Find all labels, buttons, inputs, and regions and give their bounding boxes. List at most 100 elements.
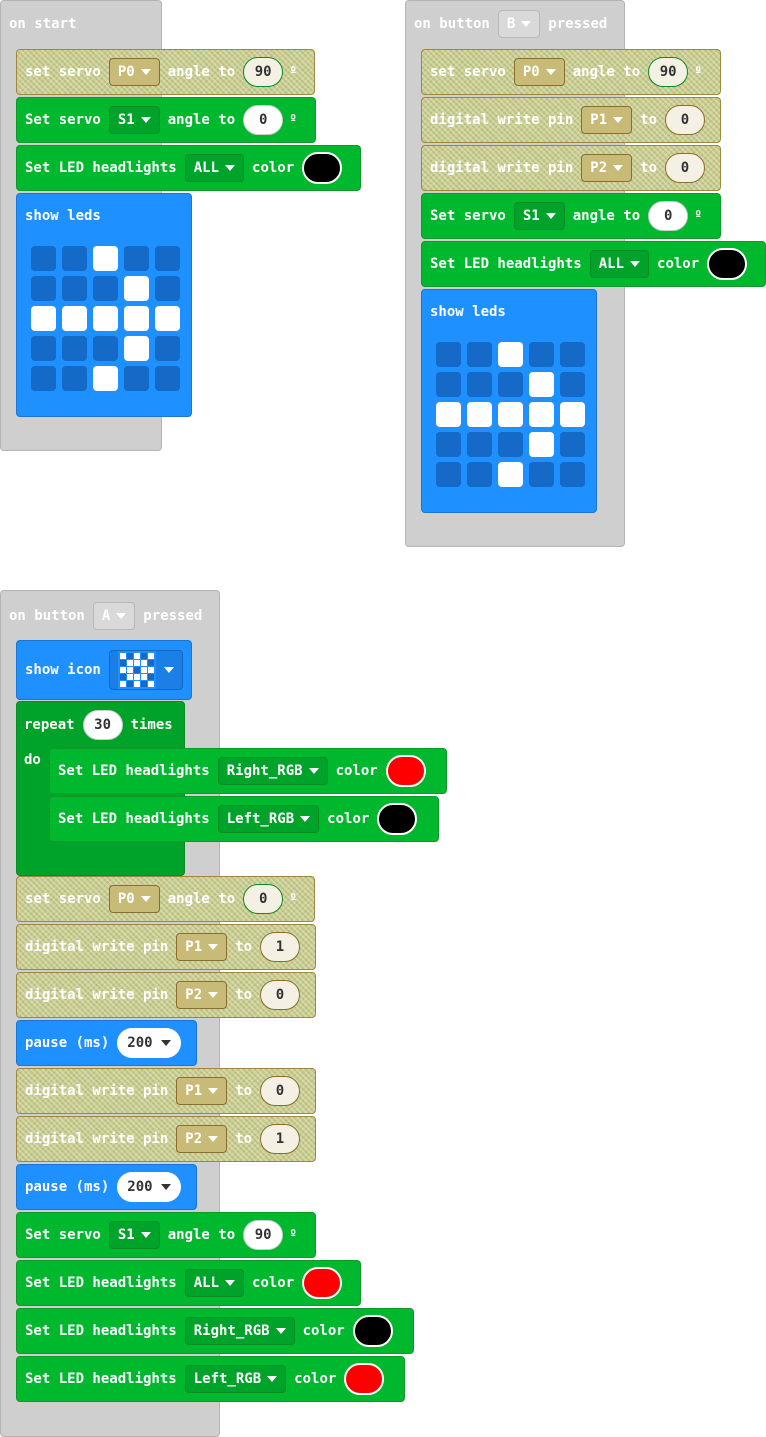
led-off[interactable]: [155, 366, 180, 391]
servo-pin-dropdown[interactable]: S1: [108, 106, 160, 134]
value-input[interactable]: 1: [260, 1124, 301, 1154]
led-off[interactable]: [560, 342, 585, 367]
led-off[interactable]: [467, 462, 492, 487]
set-led-headlights-all-block[interactable]: Set LED headlights ALL color: [16, 1260, 361, 1306]
led-on[interactable]: [93, 366, 118, 391]
led-off[interactable]: [560, 372, 585, 397]
headlight-target-dropdown[interactable]: Left_RGB: [217, 805, 320, 833]
led-off[interactable]: [155, 336, 180, 361]
digital-write-p1-block[interactable]: digital write pin P1 to 0: [421, 97, 721, 143]
led-off[interactable]: [93, 336, 118, 361]
value-input[interactable]: 0: [260, 980, 301, 1010]
led-off[interactable]: [62, 246, 87, 271]
led-on[interactable]: [31, 306, 56, 331]
led-off[interactable]: [498, 432, 523, 457]
color-swatch[interactable]: [377, 803, 418, 835]
led-off[interactable]: [467, 342, 492, 367]
show-leds-block[interactable]: show leds: [421, 289, 597, 513]
led-off[interactable]: [31, 336, 56, 361]
led-off[interactable]: [124, 366, 149, 391]
angle-input[interactable]: 90: [648, 57, 689, 87]
led-on[interactable]: [529, 402, 554, 427]
pin-dropdown[interactable]: P1: [176, 1077, 228, 1105]
button-dropdown[interactable]: B: [497, 10, 541, 38]
value-input[interactable]: 0: [665, 105, 706, 135]
set-led-headlights-right-block[interactable]: Set LED headlights Right_RGB color: [49, 748, 447, 794]
led-off[interactable]: [155, 246, 180, 271]
led-off[interactable]: [155, 276, 180, 301]
value-input[interactable]: 1: [260, 932, 301, 962]
pin-dropdown[interactable]: P1: [176, 933, 228, 961]
set-led-headlights-block[interactable]: Set LED headlights ALL color: [16, 145, 361, 191]
led-off[interactable]: [436, 342, 461, 367]
headlight-target-dropdown[interactable]: ALL: [184, 1269, 245, 1297]
led-off[interactable]: [62, 276, 87, 301]
repeat-count-input[interactable]: 30: [82, 710, 123, 740]
pin-dropdown[interactable]: P2: [581, 154, 633, 182]
show-icon-block[interactable]: show icon: [16, 640, 192, 700]
led-grid[interactable]: [436, 342, 585, 487]
led-on[interactable]: [498, 402, 523, 427]
color-swatch[interactable]: [352, 1315, 393, 1347]
led-on[interactable]: [529, 372, 554, 397]
led-on[interactable]: [124, 276, 149, 301]
headlight-target-dropdown[interactable]: Right_RGB: [184, 1317, 295, 1345]
servo-pin-dropdown[interactable]: P0: [108, 885, 160, 913]
led-off[interactable]: [529, 462, 554, 487]
angle-input[interactable]: 90: [243, 1220, 284, 1250]
angle-input[interactable]: 0: [243, 105, 284, 135]
headlight-target-dropdown[interactable]: Left_RGB: [184, 1365, 287, 1393]
angle-input[interactable]: 90: [243, 57, 284, 87]
color-swatch[interactable]: [302, 152, 343, 184]
color-swatch[interactable]: [385, 755, 426, 787]
led-off[interactable]: [560, 462, 585, 487]
led-on[interactable]: [93, 246, 118, 271]
set-servo-s1-block[interactable]: Set servo S1 angle to 90 º: [16, 1212, 316, 1258]
led-off[interactable]: [436, 372, 461, 397]
headlight-target-dropdown[interactable]: ALL: [589, 250, 650, 278]
led-on[interactable]: [155, 306, 180, 331]
led-on[interactable]: [498, 462, 523, 487]
led-off[interactable]: [31, 276, 56, 301]
led-on[interactable]: [498, 342, 523, 367]
set-servo-s1-block[interactable]: Set servo S1 angle to 0 º: [421, 193, 721, 239]
set-servo-p0-block[interactable]: set servo P0 angle to 0 º: [16, 876, 315, 922]
led-off[interactable]: [124, 246, 149, 271]
led-off[interactable]: [93, 276, 118, 301]
led-on[interactable]: [124, 306, 149, 331]
pause-duration-dropdown[interactable]: 200: [117, 1172, 181, 1202]
headlight-target-dropdown[interactable]: Right_RGB: [217, 757, 328, 785]
show-leds-block[interactable]: show leds: [16, 193, 192, 417]
servo-pin-dropdown[interactable]: S1: [513, 202, 565, 230]
led-off[interactable]: [529, 342, 554, 367]
led-off[interactable]: [62, 366, 87, 391]
digital-write-p2-block[interactable]: digital write pin P2 to 0: [16, 972, 316, 1018]
angle-input[interactable]: 0: [648, 201, 689, 231]
set-servo-s1-block[interactable]: Set servo S1 angle to 0 º: [16, 97, 316, 143]
set-led-headlights-left-block[interactable]: Set LED headlights Left_RGB color: [16, 1356, 405, 1402]
pause-block[interactable]: pause (ms) 200: [16, 1020, 197, 1066]
set-servo-p0-block[interactable]: set servo P0 angle to 90 º: [16, 49, 315, 95]
led-off[interactable]: [62, 336, 87, 361]
digital-write-p1-block[interactable]: digital write pin P1 to 1: [16, 924, 316, 970]
led-on[interactable]: [62, 306, 87, 331]
servo-pin-dropdown[interactable]: S1: [108, 1221, 160, 1249]
led-off[interactable]: [467, 372, 492, 397]
led-off[interactable]: [498, 372, 523, 397]
led-on[interactable]: [124, 336, 149, 361]
led-grid[interactable]: [31, 246, 180, 391]
color-swatch[interactable]: [344, 1363, 385, 1395]
led-off[interactable]: [560, 432, 585, 457]
digital-write-p1-block[interactable]: digital write pin P1 to 0: [16, 1068, 316, 1114]
led-off[interactable]: [436, 432, 461, 457]
led-on[interactable]: [467, 402, 492, 427]
digital-write-p2-block[interactable]: digital write pin P2 to 1: [16, 1116, 316, 1162]
pin-dropdown[interactable]: P2: [176, 981, 228, 1009]
led-off[interactable]: [467, 432, 492, 457]
value-input[interactable]: 0: [665, 153, 706, 183]
digital-write-p2-block[interactable]: digital write pin P2 to 0: [421, 145, 721, 191]
color-swatch[interactable]: [302, 1267, 343, 1299]
pause-duration-dropdown[interactable]: 200: [117, 1028, 181, 1058]
led-on[interactable]: [529, 432, 554, 457]
set-led-headlights-right-block[interactable]: Set LED headlights Right_RGB color: [16, 1308, 414, 1354]
